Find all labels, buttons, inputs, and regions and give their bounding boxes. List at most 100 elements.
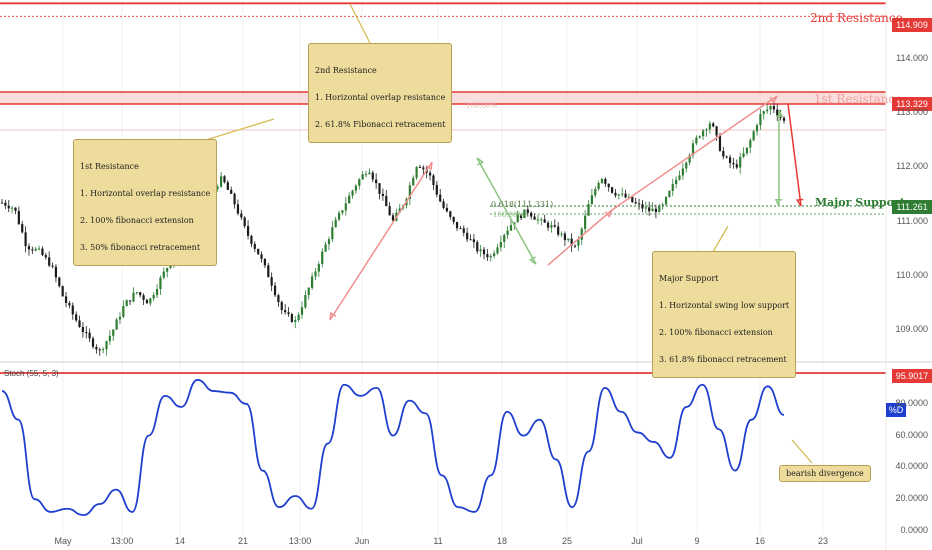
- candle-body: [742, 153, 745, 157]
- candle-body: [472, 239, 475, 243]
- bearish-divergence-note: bearish divergence: [779, 465, 871, 482]
- candle-body: [708, 123, 711, 130]
- candle-body: [324, 244, 327, 252]
- note-line: 1. Horizontal overlap resistance: [80, 189, 211, 198]
- note-pointer: [712, 225, 729, 253]
- note-line: 2. 100% fibonacci extension: [80, 216, 194, 225]
- candle-body: [24, 232, 27, 247]
- candle-body: [307, 287, 310, 296]
- candle-body: [257, 248, 260, 255]
- major-support-label: Major Support: [815, 196, 905, 209]
- candle-body: [368, 172, 371, 175]
- candle-body: [118, 316, 122, 320]
- candle-body: [597, 182, 600, 190]
- candle-body: [375, 179, 378, 184]
- candle-body: [688, 155, 691, 163]
- candle-body: [695, 137, 698, 144]
- stoch-tick-label: 60.0000: [895, 429, 928, 440]
- candle-body: [0, 202, 4, 204]
- stoch-series-tag: %D: [886, 403, 906, 417]
- candle-body: [98, 349, 101, 351]
- candle-body: [7, 205, 10, 209]
- time-tick-label: 25: [561, 536, 573, 546]
- candle-body: [445, 207, 449, 212]
- candle-body: [755, 125, 759, 132]
- candle-body: [503, 234, 506, 242]
- candle-body: [681, 168, 684, 176]
- first-resistance-note: 1st Resistance 1. Horizontal overlap res…: [73, 139, 218, 266]
- candle-body: [584, 215, 587, 229]
- candle-body: [759, 114, 762, 126]
- candle-body: [246, 226, 250, 236]
- candle-body: [85, 332, 88, 334]
- candle-body: [459, 228, 462, 230]
- candle-body: [64, 296, 68, 303]
- candle-body: [128, 300, 132, 302]
- candle-body: [11, 207, 14, 209]
- fib-extension-arrow-1-head: [329, 311, 337, 321]
- fib-extension-arrow-1-head: [425, 161, 433, 171]
- candle-body: [233, 193, 236, 205]
- fib-arrows: [195, 3, 804, 321]
- candle-body: [135, 292, 138, 294]
- candle-body: [344, 203, 347, 211]
- target-range-arrow-head: [774, 198, 783, 207]
- candle-body: [739, 156, 742, 168]
- candle-body: [745, 147, 749, 154]
- candle-body: [88, 332, 91, 339]
- candle-body: [284, 310, 287, 313]
- fib-100-mid-label: 100.00%: [493, 211, 525, 219]
- candle-body: [722, 151, 725, 157]
- candle-body: [594, 189, 597, 196]
- candle-body: [486, 254, 489, 258]
- candle-body: [493, 253, 496, 257]
- candle-body: [78, 320, 81, 328]
- candle-body: [546, 222, 550, 228]
- candle-body: [327, 239, 331, 245]
- candle-body: [776, 109, 779, 116]
- candle-body: [557, 226, 560, 235]
- candle-body: [102, 349, 105, 351]
- candle-body: [260, 254, 263, 259]
- r1-price-tag: 113.329: [892, 97, 932, 111]
- candle-body: [51, 265, 54, 267]
- candle-body: [600, 178, 604, 183]
- candle-body: [223, 176, 226, 183]
- candle-body: [14, 207, 17, 211]
- note-line: 1st Resistance: [80, 162, 139, 171]
- candle-body: [439, 194, 442, 202]
- candle-body: [506, 230, 509, 235]
- candle-body: [469, 239, 472, 241]
- candle-body: [358, 179, 361, 186]
- candle-body: [428, 172, 432, 176]
- candle-body: [452, 216, 455, 222]
- candle-body: [58, 277, 61, 287]
- candle-body: [691, 143, 695, 156]
- candle-body: [634, 202, 637, 204]
- candle-body: [348, 195, 351, 204]
- time-tick-label: May: [54, 536, 72, 546]
- candle-body: [108, 335, 111, 342]
- candle-body: [476, 242, 479, 252]
- candle-body: [435, 185, 438, 195]
- candle-body: [573, 245, 577, 247]
- candle-body: [71, 305, 74, 315]
- candle-body: [624, 193, 627, 198]
- candle-body: [617, 194, 620, 196]
- candle-body: [607, 183, 610, 188]
- candle-body: [658, 205, 661, 212]
- candle-body: [31, 249, 34, 251]
- candle-body: [614, 192, 617, 196]
- candle-body: [273, 285, 277, 296]
- candle-body: [644, 207, 647, 209]
- candle-body: [263, 258, 267, 266]
- first-resistance-label: 1st Resistance: [814, 92, 903, 106]
- candle-body: [216, 186, 219, 189]
- candle-body: [466, 232, 469, 240]
- time-tick-label: 11: [433, 536, 443, 546]
- note-line: 2nd Resistance: [315, 66, 377, 75]
- candle-body: [331, 227, 334, 240]
- candle-body: [449, 211, 452, 217]
- second-resistance-note: 2nd Resistance 1. Horizontal overlap res…: [308, 43, 453, 143]
- candle-body: [48, 257, 51, 266]
